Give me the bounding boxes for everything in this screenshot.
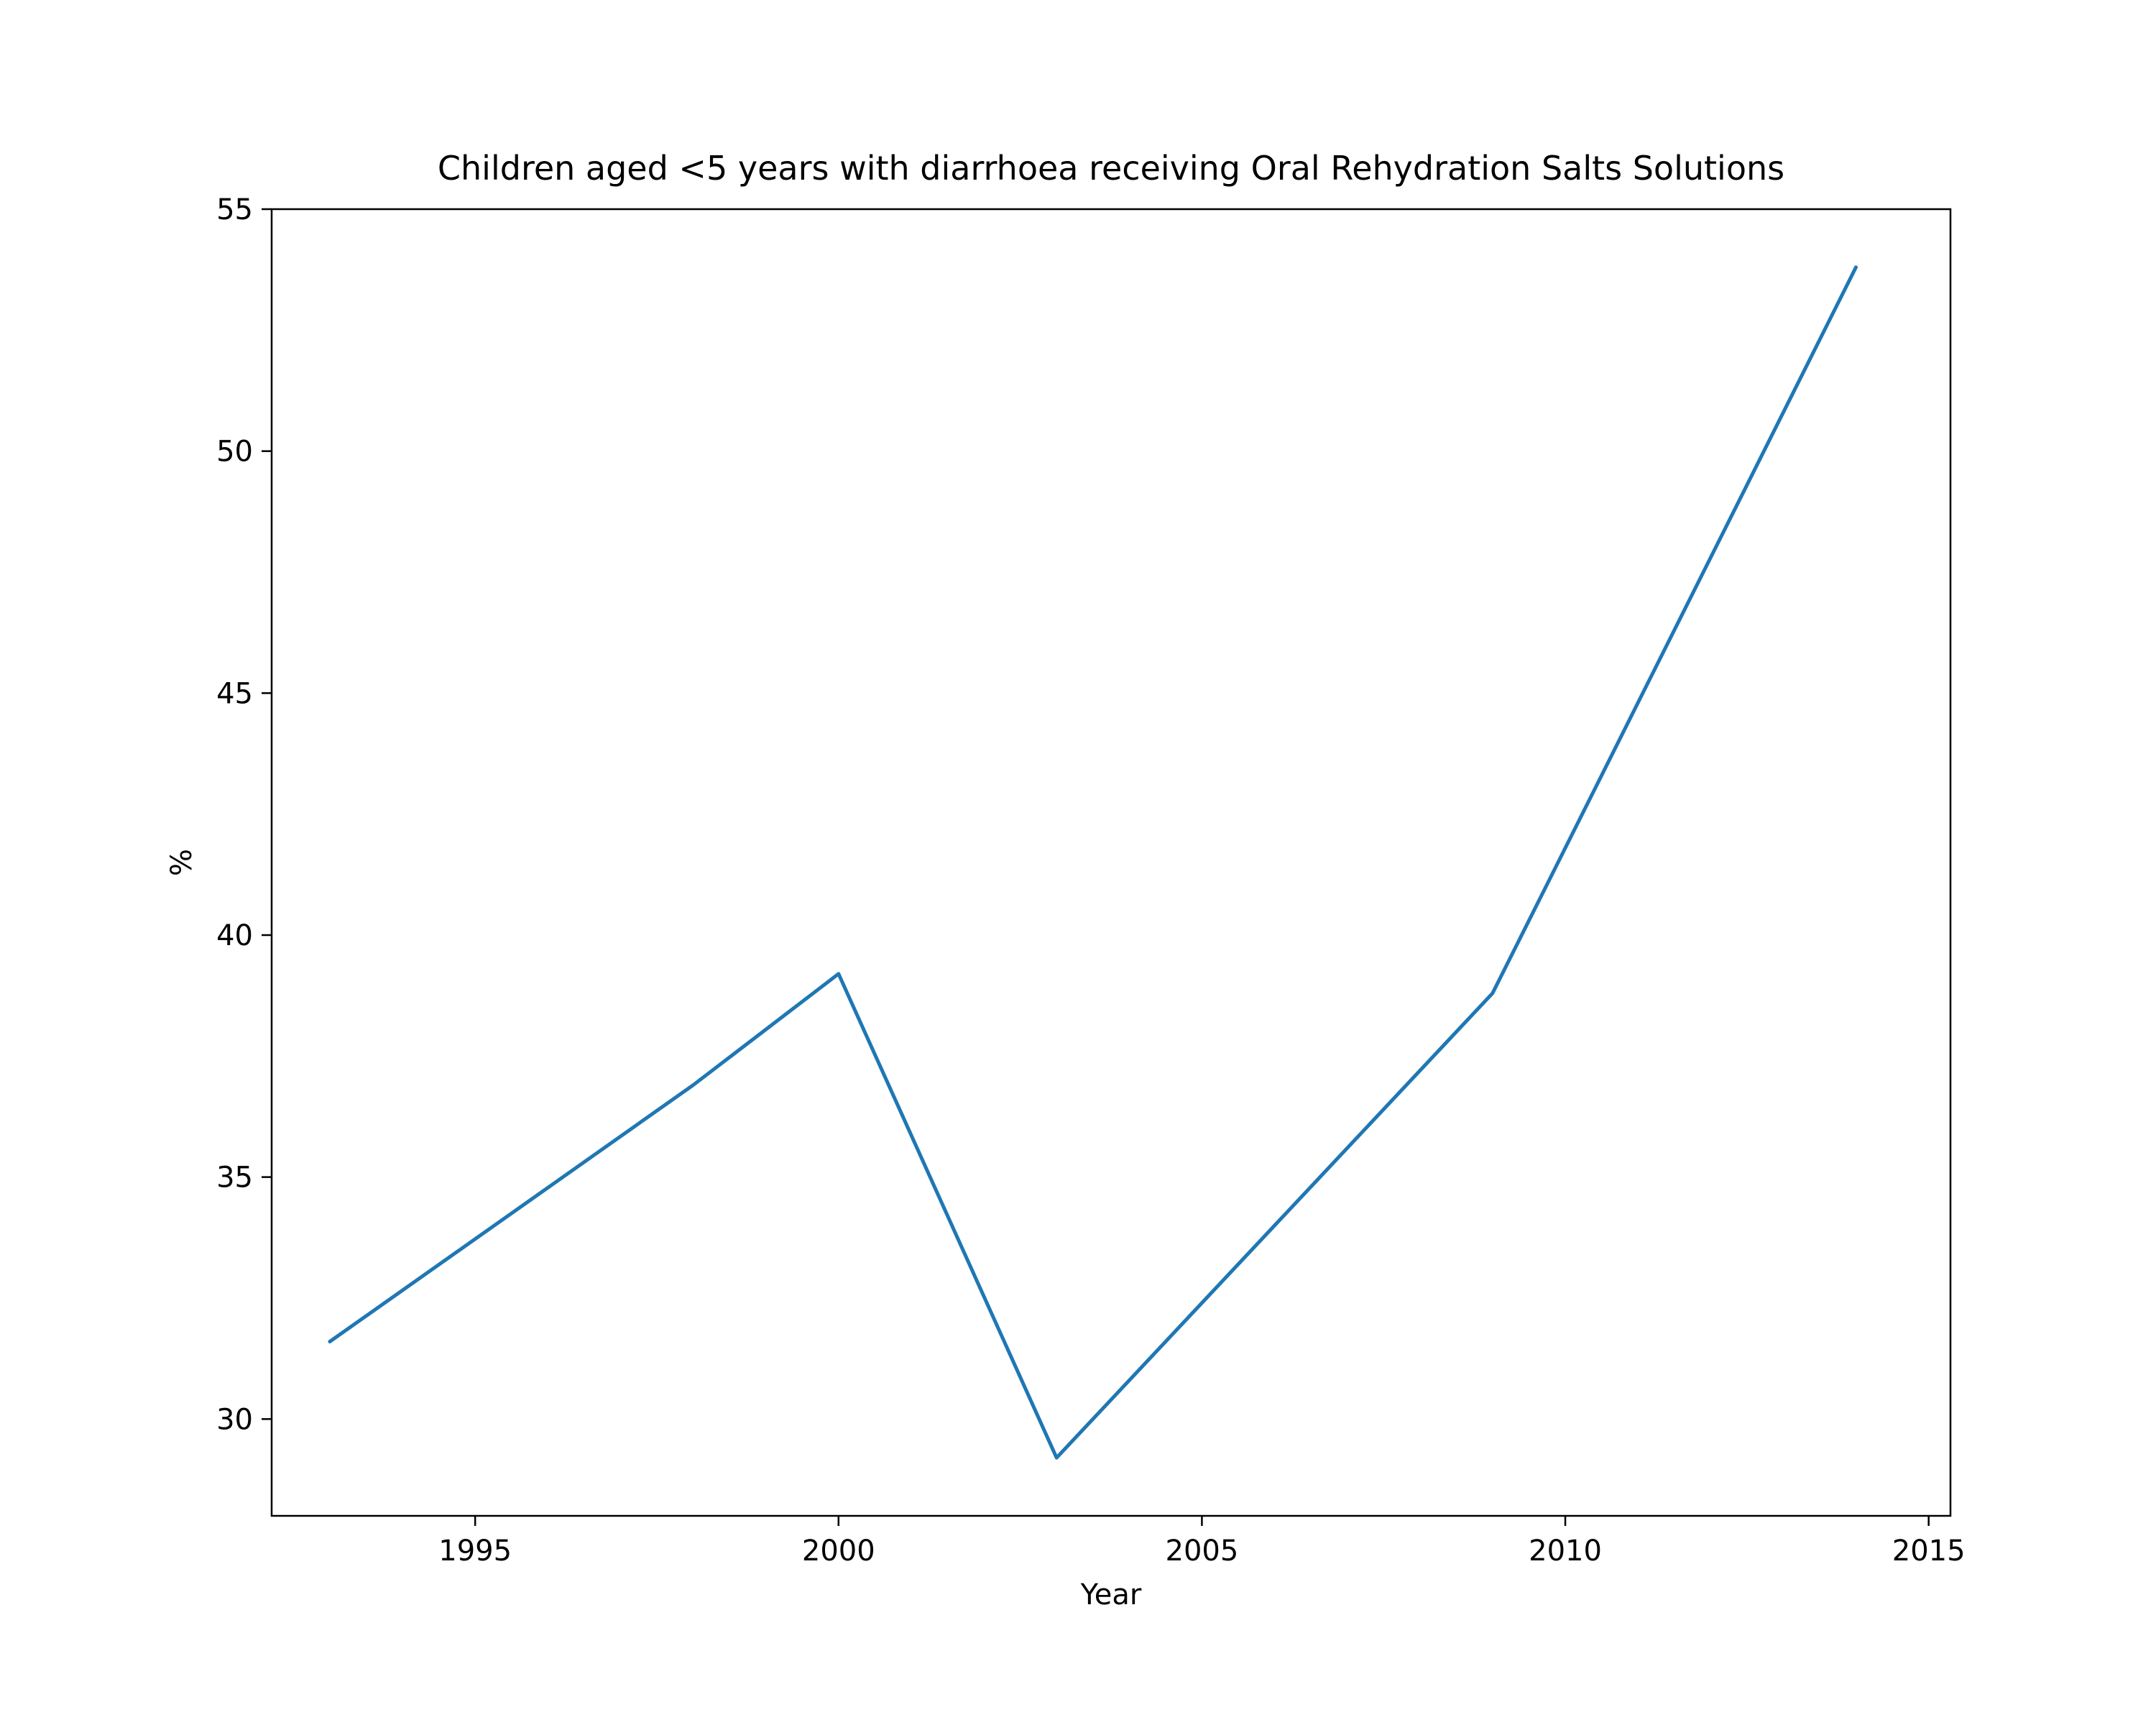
x-tick-label: 2015 <box>1892 1535 1966 1568</box>
y-axis-label: % <box>165 849 198 876</box>
x-axis: 1995 2000 2005 2010 2015 <box>438 1516 1966 1568</box>
y-tick-label: 40 <box>216 919 253 952</box>
x-axis-label: Year <box>1080 1578 1142 1611</box>
plot-area <box>270 208 1952 1517</box>
y-tick-label: 30 <box>216 1403 253 1436</box>
x-tick-label: 2000 <box>802 1535 875 1568</box>
y-tick-label: 50 <box>216 436 253 469</box>
chart-title: Children aged <5 years with diarrhoea re… <box>438 149 1784 188</box>
x-tick-label: 2010 <box>1529 1535 1602 1568</box>
axes-frame <box>270 208 1952 1517</box>
y-axis: 30 35 40 45 50 55 <box>216 193 272 1436</box>
y-tick-label: 55 <box>216 193 253 226</box>
x-tick-label: 1995 <box>438 1535 512 1568</box>
series-line <box>328 265 1858 1460</box>
y-tick-label: 35 <box>216 1162 253 1195</box>
x-tick-label: 2005 <box>1166 1535 1239 1568</box>
y-tick-label: 45 <box>216 677 253 710</box>
